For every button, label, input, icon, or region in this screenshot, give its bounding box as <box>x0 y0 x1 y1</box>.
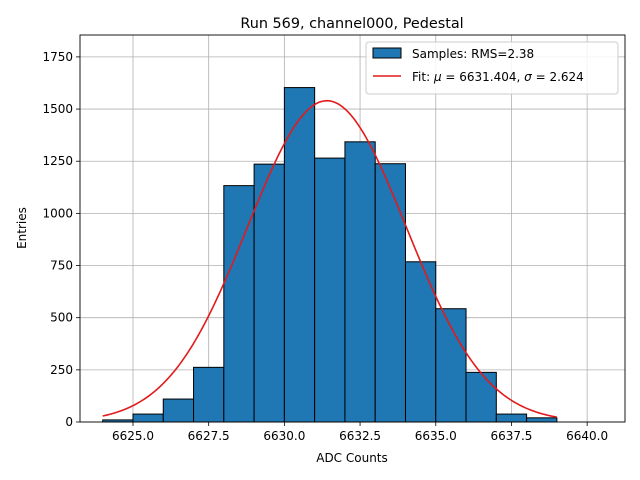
y-tick-label: 0 <box>65 415 73 429</box>
histogram-bar <box>283 87 316 423</box>
y-axis-label: Entries <box>15 207 29 249</box>
histogram-bar <box>132 413 164 423</box>
y-tick-label: 1500 <box>42 102 73 116</box>
histogram-bar <box>193 366 225 423</box>
y-tick-label: 1750 <box>42 50 73 64</box>
x-tick-label: 6625.0 <box>112 429 154 443</box>
x-tick-label: 6627.5 <box>188 429 230 443</box>
chart-title: Run 569, channel000, Pedestal <box>240 16 463 32</box>
x-axis-label: ADC Counts <box>316 451 388 465</box>
legend: Samples: RMS=2.38 Fit: μ = 6631.404, σ =… <box>365 41 619 95</box>
legend-histogram-label: Samples: RMS=2.38 <box>412 47 534 61</box>
y-tick-label: 250 <box>50 363 73 377</box>
fit-curve <box>102 99 558 418</box>
x-axis-ticks: 6625.0 6627.5 6630.0 6632.5 6635.0 6637.5 6640… <box>112 422 608 443</box>
legend-fit-label: Fit: μ = 6631.404, σ = 2.624 <box>412 70 584 84</box>
histogram-bar <box>253 163 285 423</box>
histogram-bar <box>526 417 558 423</box>
legend-box <box>365 41 619 95</box>
x-tick-label: 6635.0 <box>415 429 457 443</box>
histogram-bar <box>344 141 376 423</box>
histogram-bar <box>374 163 406 423</box>
histogram-bar <box>465 371 497 423</box>
x-tick-label: 6632.5 <box>339 429 381 443</box>
histogram-bar <box>162 398 195 423</box>
x-tick-label: 6637.5 <box>490 429 532 443</box>
histogram-bar <box>495 413 528 423</box>
y-axis-ticks: 0 250 500 750 1000 1250 1500 1750 <box>42 50 80 429</box>
legend-histogram-swatch <box>372 47 402 59</box>
y-tick-label: 750 <box>50 259 73 273</box>
x-tick-label: 6640.0 <box>566 429 608 443</box>
histogram-bar <box>314 157 346 423</box>
y-tick-label: 1000 <box>42 206 73 220</box>
x-tick-label: 6630.0 <box>263 429 305 443</box>
y-tick-label: 1250 <box>42 154 73 168</box>
y-tick-label: 500 <box>50 311 73 325</box>
plot-frame <box>79 34 626 423</box>
